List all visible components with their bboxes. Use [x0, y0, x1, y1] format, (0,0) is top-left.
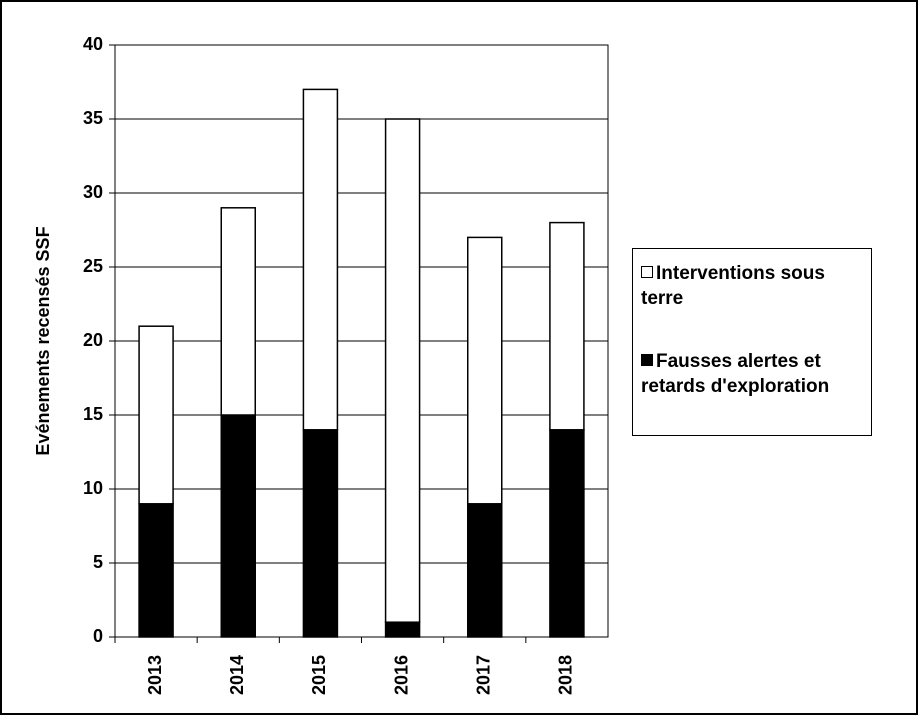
legend-swatch	[641, 354, 653, 366]
y-tick-label: 20	[83, 330, 103, 350]
y-tick-label: 30	[83, 182, 103, 202]
y-tick-label: 10	[83, 478, 103, 498]
legend-entry: Interventions sous terre	[641, 261, 869, 311]
bar-segment	[220, 414, 256, 638]
bar-segment	[138, 503, 174, 638]
y-tick-label: 40	[83, 34, 103, 54]
y-axis-label: Evénements recensés SSF	[33, 226, 53, 455]
x-tick-label: 2014	[227, 655, 247, 695]
y-tick-label: 5	[93, 552, 103, 572]
bar-segment	[467, 236, 503, 505]
legend-entry: Fausses alertes et retards d'exploration	[641, 349, 869, 399]
x-tick-label: 2013	[145, 655, 165, 695]
legend: Interventions sous terre Fausses alertes …	[632, 248, 872, 436]
legend-label: Fausses alertes et retards d'exploration	[641, 351, 830, 397]
y-tick-label: 0	[93, 626, 103, 646]
y-tick-label: 35	[83, 108, 103, 128]
legend-label: Interventions sous terre	[641, 263, 825, 309]
bar-segment	[384, 118, 421, 623]
bar-segment	[302, 429, 339, 638]
x-tick-label: 2015	[309, 655, 329, 695]
legend-swatch	[641, 266, 653, 278]
x-tick-label: 2016	[391, 655, 411, 695]
x-tick-label: 2017	[474, 655, 494, 695]
bar-segment	[549, 221, 585, 431]
bar-segment	[138, 325, 174, 505]
y-tick-label: 15	[83, 404, 103, 424]
bar-segment	[384, 621, 421, 638]
y-tick-label: 25	[83, 256, 103, 276]
bar-segment	[467, 503, 503, 638]
x-tick-label: 2018	[556, 655, 576, 695]
bar-segment	[549, 429, 585, 638]
bar-segment	[302, 88, 339, 431]
bar-segment	[220, 207, 256, 416]
